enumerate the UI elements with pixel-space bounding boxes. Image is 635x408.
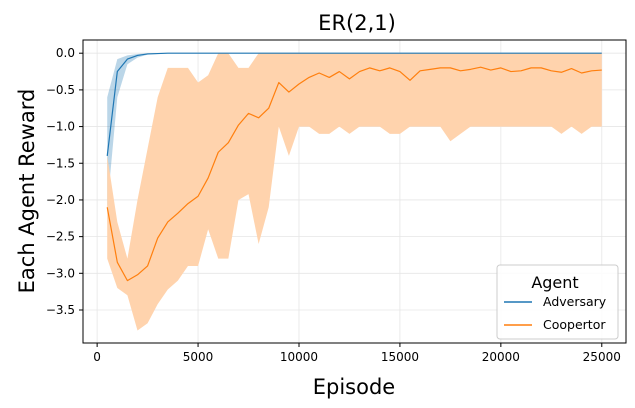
line-adversary <box>106 52 602 156</box>
y-tick-label: −2.5 <box>46 230 75 244</box>
y-tick-label: −0.5 <box>46 83 75 97</box>
series-lines <box>106 52 602 282</box>
x-tick-label: 20000 <box>482 350 520 364</box>
band-coopertor <box>107 53 602 331</box>
axis-ticks: 0 5000 10000 15000 20000 25000 0.0 −0.5 −1.0 −1.5… <box>46 46 621 364</box>
y-tick-label: −3.0 <box>46 266 75 280</box>
x-tick-label: 15000 <box>381 350 419 364</box>
plot-frame <box>82 39 627 344</box>
y-tick-label: −2.0 <box>46 193 75 207</box>
legend-label-coopertor: Coopertor <box>543 317 606 332</box>
x-axis-label: Episode <box>313 375 395 399</box>
y-tick-label: −3.5 <box>46 303 75 317</box>
legend-label-adversary: Adversary <box>543 294 607 309</box>
legend-box <box>496 264 619 340</box>
confidence-bands <box>107 53 602 331</box>
chart-title: ER(2,1) <box>318 11 396 35</box>
y-tick-label: −1.0 <box>46 120 75 134</box>
x-tick-label: 0 <box>93 350 101 364</box>
x-tick-label: 5000 <box>183 350 214 364</box>
x-tick-label: 25000 <box>583 350 621 364</box>
legend-title: Agent <box>531 273 578 292</box>
y-tick-label: 0.0 <box>56 46 75 60</box>
line-coopertor <box>106 66 602 282</box>
legend: Agent Adversary Coopertor <box>496 264 619 340</box>
x-tick-label: 10000 <box>280 350 318 364</box>
y-tick-label: −1.5 <box>46 156 75 170</box>
y-axis-label: Each Agent Reward <box>15 89 39 294</box>
